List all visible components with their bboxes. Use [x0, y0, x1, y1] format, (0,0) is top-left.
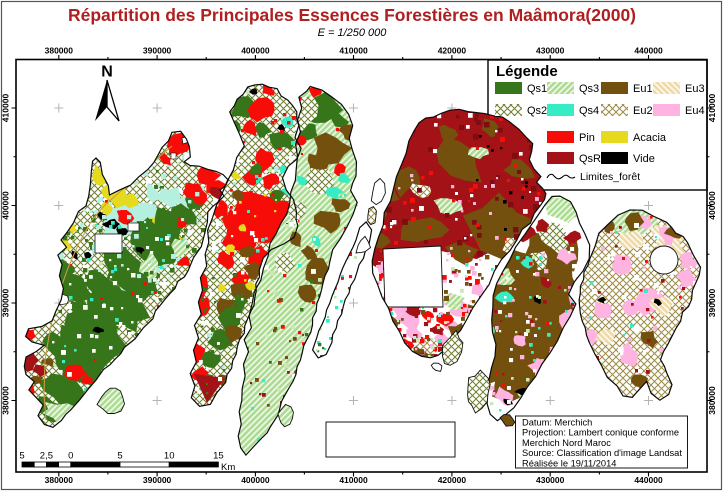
svg-text:380000: 380000 — [45, 475, 74, 485]
svg-text:Répartition des Principales Es: Répartition des Principales Essences For… — [68, 5, 636, 25]
svg-text:420000: 420000 — [438, 475, 467, 485]
svg-text:410000: 410000 — [707, 94, 717, 123]
svg-text:QsR: QsR — [579, 153, 601, 165]
svg-text:440000: 440000 — [634, 475, 663, 485]
svg-text:Eu3: Eu3 — [685, 83, 705, 95]
svg-text:Légende: Légende — [496, 63, 558, 80]
svg-text:Qs2: Qs2 — [527, 105, 547, 117]
svg-text:430000: 430000 — [536, 475, 565, 485]
svg-text:Eu4: Eu4 — [685, 105, 705, 117]
svg-text:Qs4: Qs4 — [579, 105, 599, 117]
svg-text:Pin: Pin — [579, 132, 595, 144]
svg-text:380000: 380000 — [707, 386, 717, 415]
svg-text:430000: 430000 — [536, 46, 565, 56]
svg-text:410000: 410000 — [339, 475, 368, 485]
svg-text:Qs3: Qs3 — [579, 83, 599, 95]
svg-text:440000: 440000 — [634, 46, 663, 56]
svg-text:5: 5 — [19, 451, 24, 462]
svg-text:400000: 400000 — [241, 475, 270, 485]
svg-text:Merchich Nord Maroc: Merchich Nord Maroc — [522, 438, 611, 448]
svg-text:E = 1/250 000: E = 1/250 000 — [318, 27, 388, 39]
svg-text:Qs1: Qs1 — [527, 83, 547, 95]
svg-text:400000: 400000 — [707, 191, 717, 220]
svg-text:N: N — [101, 64, 113, 81]
svg-text:380000: 380000 — [45, 46, 74, 56]
svg-text:5: 5 — [117, 451, 122, 462]
svg-text:400000: 400000 — [241, 46, 270, 56]
svg-text:10: 10 — [164, 451, 175, 462]
svg-text:0: 0 — [68, 451, 73, 462]
svg-text:410000: 410000 — [1, 94, 11, 123]
svg-text:390000: 390000 — [143, 475, 172, 485]
svg-text:Eu2: Eu2 — [633, 105, 653, 117]
svg-text:Eu1: Eu1 — [633, 83, 653, 95]
svg-text:390000: 390000 — [143, 46, 172, 56]
svg-text:420000: 420000 — [438, 46, 467, 56]
svg-text:410000: 410000 — [339, 46, 368, 56]
svg-text:Limites_forêt: Limites_forêt — [580, 171, 640, 183]
svg-text:Km: Km — [221, 462, 235, 473]
svg-text:Réalisée le 19/11/2014: Réalisée le 19/11/2014 — [522, 458, 616, 468]
svg-text:Source: Classification d'image: Source: Classification d'image Landsat — [522, 448, 682, 458]
svg-text:15: 15 — [213, 451, 224, 462]
svg-text:390000: 390000 — [707, 289, 717, 318]
svg-text:2,5: 2,5 — [40, 451, 53, 462]
svg-text:Acacia: Acacia — [633, 132, 667, 144]
svg-text:380000: 380000 — [1, 386, 11, 415]
svg-text:400000: 400000 — [1, 191, 11, 220]
svg-text:Vide: Vide — [633, 153, 655, 165]
svg-text:Projection: Lambert conique co: Projection: Lambert conique conforme — [522, 428, 679, 438]
svg-text:Datum: Merchich: Datum: Merchich — [522, 418, 592, 428]
svg-text:390000: 390000 — [1, 289, 11, 318]
